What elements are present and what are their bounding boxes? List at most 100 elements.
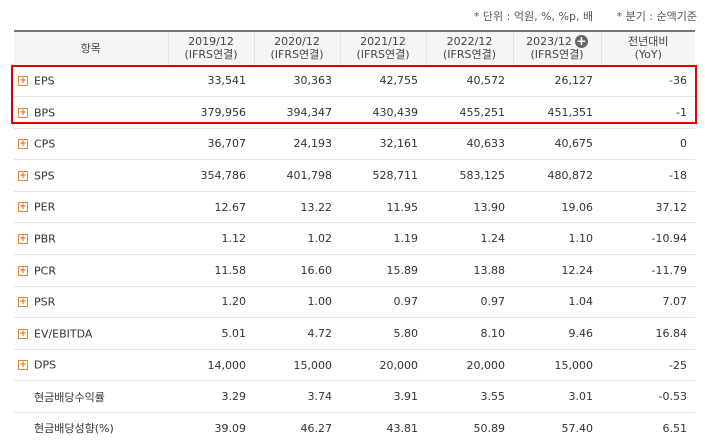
cell-value: 14,000 (168, 349, 254, 382)
table-row: + EV/EBITDA 5.01 4.72 5.80 8.10 9.46 16.84 (14, 317, 695, 350)
cell-value: 3.29 (168, 380, 254, 414)
cell-value: 20,000 (340, 349, 426, 382)
table-row: + PER 12.67 13.22 11.95 13.90 19.06 37.12 (14, 191, 695, 224)
cell-value: 30,363 (254, 65, 340, 98)
cell-value: 379,956 (168, 96, 254, 129)
cell-value: 13.88 (426, 254, 513, 287)
cell-value: 1.20 (168, 286, 254, 319)
cell-value: 11.58 (168, 254, 254, 287)
cell-value: 43.81 (340, 412, 426, 443)
cell-value: 3.74 (254, 380, 340, 414)
cell-yoy: -0.53 (601, 380, 695, 414)
cell-value: 3.01 (513, 380, 601, 414)
cell-yoy: 16.84 (601, 317, 695, 350)
cell-value: 16.60 (254, 254, 340, 287)
table-row: + PCR 11.58 16.60 15.89 13.88 12.24 -11.79 (14, 254, 695, 287)
header-year: 2020/12 (IFRS연결) (253, 30, 340, 66)
row-label[interactable]: + BPS (14, 96, 168, 129)
cell-value: 26,127 (513, 65, 601, 98)
cell-value: 1.10 (513, 222, 601, 256)
cell-value: 5.80 (340, 317, 426, 350)
table-row: + PBR 1.12 1.02 1.19 1.24 1.10 -10.94 (14, 222, 695, 256)
cell-value: 15,000 (254, 349, 340, 382)
table-row: 현금배당수익률 3.29 3.74 3.91 3.55 3.01 -0.53 (14, 380, 695, 414)
row-label[interactable]: + CPS (14, 128, 168, 161)
cell-yoy: -10.94 (601, 222, 695, 256)
cell-value: 8.10 (426, 317, 513, 350)
cell-value: 12.24 (513, 254, 601, 287)
row-label[interactable]: + PER (14, 191, 168, 224)
expand-plus-icon[interactable]: + (18, 360, 28, 371)
cell-value: 401,798 (254, 159, 340, 192)
row-label[interactable]: + PCR (14, 254, 168, 287)
cell-value: 40,675 (513, 128, 601, 161)
expand-plus-icon[interactable]: + (18, 202, 28, 213)
table-notes: * 단위 : 억원, %, %p, 배 * 분기 : 순액기준 (454, 8, 697, 24)
cell-value: 1.24 (426, 222, 513, 256)
row-label[interactable]: + SPS (14, 159, 168, 192)
row-label: 현금배당수익률 (14, 380, 168, 414)
cell-value: 19.06 (513, 191, 601, 224)
table-row: + BPS 379,956 394,347 430,439 455,251 451,351-… (14, 96, 695, 129)
header-year-latest: 2023/12 + (IFRS연결) (512, 30, 601, 66)
row-label[interactable]: + EV/EBITDA (14, 317, 168, 350)
cell-value: 50.89 (426, 412, 513, 443)
cell-value: 354,786 (168, 159, 254, 192)
cell-value: 430,439 (340, 96, 426, 129)
cell-value: 1.19 (340, 222, 426, 256)
cell-yoy: 7.07 (601, 286, 695, 319)
cell-value: 5.01 (168, 317, 254, 350)
table-row: 현금배당성향(%) 39.09 46.27 43.81 50.89 57.40 6.51 (14, 412, 695, 443)
cell-value: 1.04 (513, 286, 601, 319)
table-row: + DPS 14,000 15,000 20,000 20,000 15,000 -25 (14, 349, 695, 382)
cell-value: 13.90 (426, 191, 513, 224)
table-row: + PSR 1.20 1.00 0.97 0.97 1.04 7.07 (14, 286, 695, 319)
cell-value: 12.67 (168, 191, 254, 224)
add-column-icon[interactable]: + (574, 34, 588, 49)
cell-value: 13.22 (254, 191, 340, 224)
cell-value: 32,161 (340, 128, 426, 161)
cell-yoy: -18 (601, 159, 695, 192)
header-year: 2019/12 (IFRS연결) (167, 30, 254, 66)
header-year: 2021/12 (IFRS연결) (339, 30, 426, 66)
expand-plus-icon[interactable]: + (18, 297, 28, 308)
unit-note: * 단위 : 억원, %, %p, 배 (473, 10, 594, 23)
table-row: + SPS 354,786 401,798 528,711 583,125 480,872-… (14, 159, 695, 192)
financial-ratio-table: 항목 2019/12 (IFRS연결) 2020/12 (IFRS연결) 2021/… (14, 30, 695, 443)
expand-plus-icon[interactable]: + (18, 107, 28, 118)
cell-value: 480,872 (513, 159, 601, 192)
cell-value: 0.97 (340, 286, 426, 319)
cell-value: 3.91 (340, 380, 426, 414)
cell-yoy: 0 (601, 128, 695, 161)
row-label[interactable]: + DPS (14, 349, 168, 382)
cell-yoy: -36 (601, 65, 695, 98)
cell-value: 528,711 (340, 159, 426, 192)
expand-plus-icon[interactable]: + (18, 265, 28, 276)
cell-value: 583,125 (426, 159, 513, 192)
cell-value: 0.97 (426, 286, 513, 319)
cell-yoy: 37.12 (601, 191, 695, 224)
row-label[interactable]: + PSR (14, 286, 168, 319)
cell-value: 451,351 (513, 96, 601, 129)
cell-value: 39.09 (168, 412, 254, 443)
expand-plus-icon[interactable]: + (18, 328, 28, 339)
cell-value: 1.12 (168, 222, 254, 256)
cell-yoy: -11.79 (601, 254, 695, 287)
header-item: 항목 (14, 30, 168, 66)
cell-value: 1.02 (254, 222, 340, 256)
expand-plus-icon[interactable]: + (18, 76, 28, 87)
cell-value: 57.40 (513, 412, 601, 443)
expand-plus-icon[interactable]: + (18, 170, 28, 181)
row-label[interactable]: + PBR (14, 222, 168, 256)
cell-value: 20,000 (426, 349, 513, 382)
cell-value: 40,572 (426, 65, 513, 98)
cell-value: 15,000 (513, 349, 601, 382)
cell-value: 3.55 (426, 380, 513, 414)
expand-plus-icon[interactable]: + (18, 139, 28, 150)
cell-value: 42,755 (340, 65, 426, 98)
expand-plus-icon[interactable]: + (18, 234, 28, 245)
cell-yoy: 6.51 (601, 412, 695, 443)
cell-value: 394,347 (254, 96, 340, 129)
row-label[interactable]: + EPS (14, 65, 168, 98)
cell-yoy: -25 (601, 349, 695, 382)
